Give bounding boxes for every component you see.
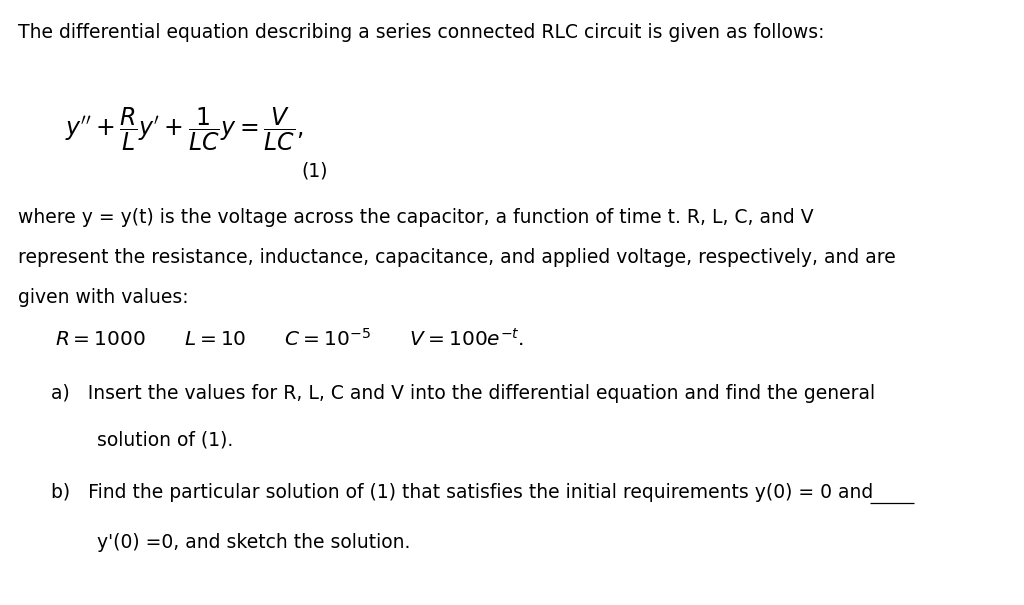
Text: represent the resistance, inductance, capacitance, and applied voltage, respecti: represent the resistance, inductance, ca… (18, 248, 896, 267)
Text: y(0): y(0) (0, 586, 38, 605)
Text: a)   Insert the values for R, L, C and V into the differential equation and find: a) Insert the values for R, L, C and V i… (51, 384, 874, 403)
Text: y'(0) =0, and sketch the solution.: y'(0) =0, and sketch the solution. (97, 533, 411, 552)
Text: solution of (1).: solution of (1). (97, 431, 233, 450)
Text: (1): (1) (301, 161, 328, 180)
Text: where y = y(t) is the voltage across the capacitor, a function of time t. R, L, : where y = y(t) is the voltage across the… (18, 208, 814, 227)
Text: b)   Find the particular solution of (1) that satisfies the initial requirements: b) Find the particular solution of (1) t… (51, 483, 755, 502)
Text: $R = 1000 \qquad L = 10 \qquad C = 10^{-5} \qquad V = 100e^{-t}.$: $R = 1000 \qquad L = 10 \qquad C = 10^{-… (55, 328, 524, 350)
Text: The differential equation describing a series connected RLC circuit is given as : The differential equation describing a s… (18, 24, 825, 42)
Text: b)   Find the particular solution of (1) that satisfies the initial requirements: b) Find the particular solution of (1) t… (51, 483, 873, 502)
Text: given with values:: given with values: (18, 288, 189, 307)
Text: $y'' + \dfrac{R}{L}y' + \dfrac{1}{LC}y = \dfrac{V}{LC},$: $y'' + \dfrac{R}{L}y' + \dfrac{1}{LC}y =… (65, 105, 303, 153)
